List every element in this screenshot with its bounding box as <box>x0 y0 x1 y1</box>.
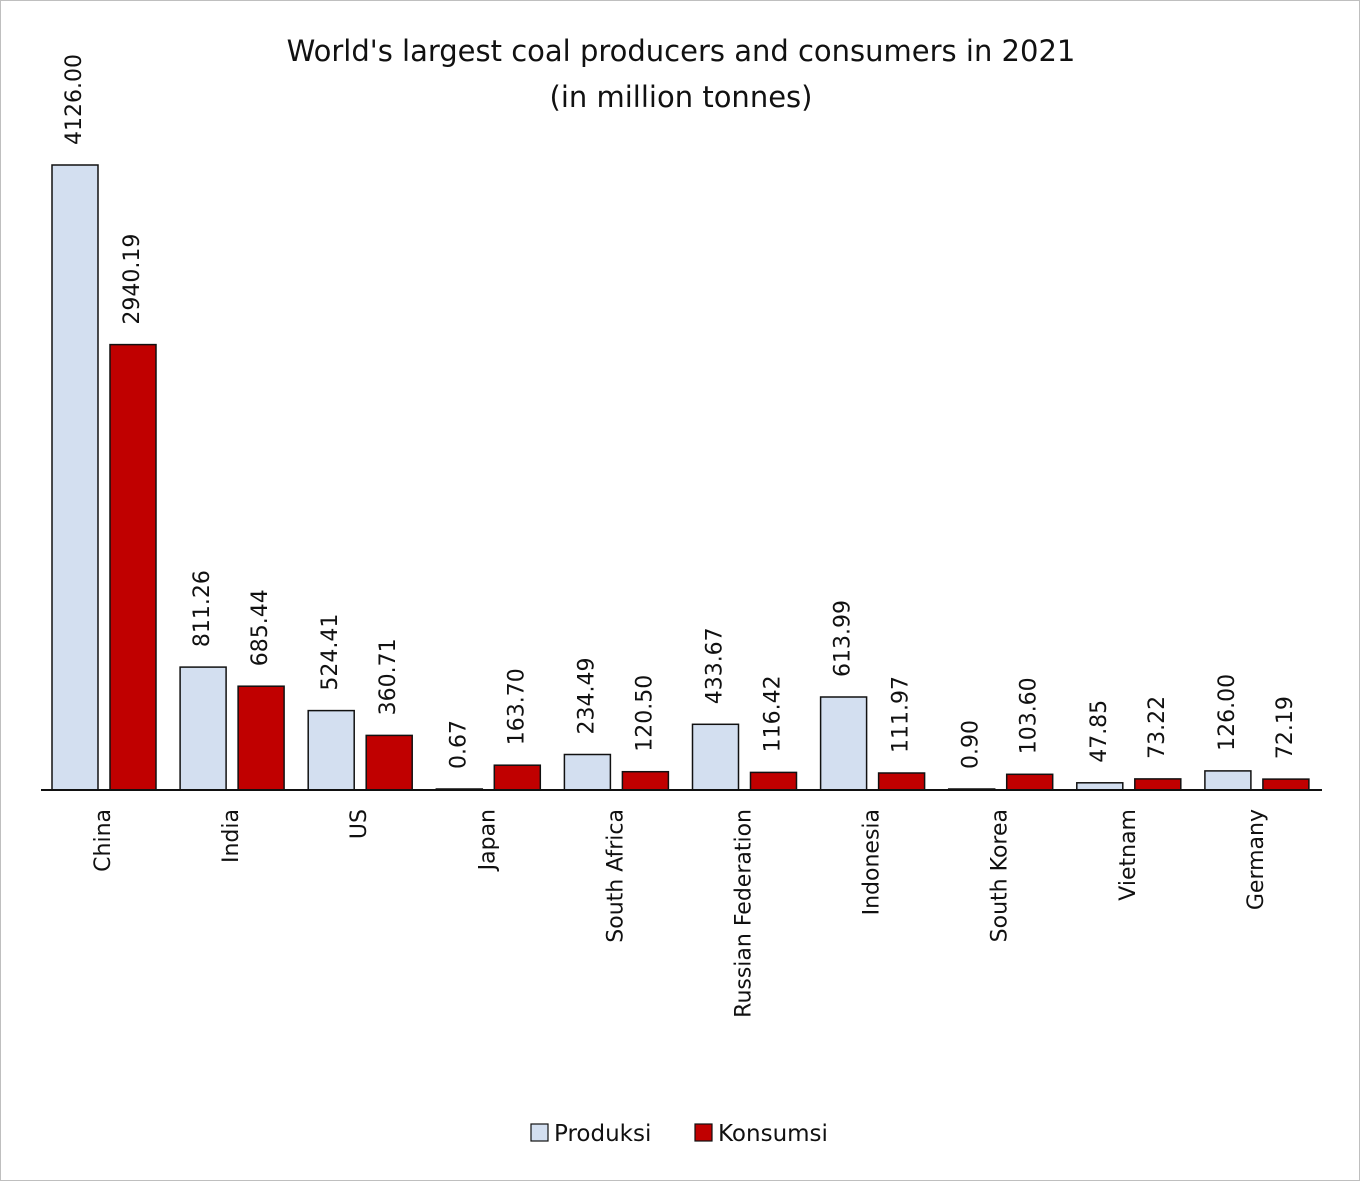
legend-label-konsumsi: Konsumsi <box>718 1121 828 1147</box>
category-label-indonesia: Indonesia <box>860 809 885 915</box>
chart-title: World's largest coal producers and consu… <box>287 34 1076 68</box>
bar-produksi-south-africa <box>563 753 612 791</box>
category-label-vietnam: Vietnam <box>1116 809 1141 901</box>
legend-swatch-produksi <box>530 1123 549 1142</box>
bar-produksi-us <box>307 709 355 791</box>
category-label-south-africa: South Africa <box>603 809 628 943</box>
category-label-china: China <box>91 809 116 872</box>
data-label-konsumsi-indonesia: 111.97 <box>889 676 914 753</box>
category-label-japan: Japan <box>475 809 500 872</box>
data-label-produksi-india: 811.26 <box>190 570 215 647</box>
category-label-germany: Germany <box>1244 809 1269 910</box>
data-label-produksi-south-africa: 234.49 <box>574 658 599 735</box>
data-label-konsumsi-germany: 72.19 <box>1273 696 1298 759</box>
data-label-produksi-russian-federation: 433.67 <box>703 627 728 704</box>
bar-produksi-indonesia <box>819 696 868 791</box>
bar-konsumsi-south-africa <box>621 770 670 791</box>
bar-produksi-india <box>179 666 227 791</box>
chart-subtitle: (in million tonnes) <box>550 80 813 114</box>
bar-produksi-russian-federation <box>691 723 740 791</box>
legend: Produksi Konsumsi <box>530 1121 828 1147</box>
data-label-konsumsi-south-africa: 120.50 <box>632 675 657 752</box>
bar-produksi-germany <box>1204 770 1252 791</box>
data-label-konsumsi-vietnam: 73.22 <box>1145 696 1170 759</box>
data-label-konsumsi-russian-federation: 116.42 <box>761 675 786 752</box>
data-label-konsumsi-china: 2940.19 <box>120 234 145 325</box>
bar-konsumsi-south-korea <box>1005 773 1054 791</box>
bar-konsumsi-germany <box>1262 778 1310 791</box>
bars-group: 4126.00 2940.19 China 811.26 685.44 India 524.… <box>51 54 1310 1018</box>
category-label-russian-federation: Russian Federation <box>732 809 757 1018</box>
category-label-india: India <box>219 809 244 863</box>
data-label-konsumsi-india: 685.44 <box>248 589 273 666</box>
bar-konsumsi-us <box>365 734 413 791</box>
data-label-produksi-us: 524.41 <box>318 614 343 691</box>
bar-konsumsi-russian-federation <box>749 771 798 791</box>
data-label-konsumsi-south-korea: 103.60 <box>1017 677 1042 754</box>
legend-label-produksi: Produksi <box>554 1121 651 1147</box>
data-label-produksi-japan: 0.67 <box>446 720 471 769</box>
bar-produksi-china <box>51 164 99 791</box>
bar-konsumsi-india <box>237 685 285 791</box>
data-label-produksi-indonesia: 613.99 <box>831 600 856 677</box>
bar-konsumsi-japan <box>493 764 542 791</box>
category-label-us: US <box>347 809 372 839</box>
bar-produksi-vietnam <box>1076 782 1124 791</box>
data-label-produksi-vietnam: 47.85 <box>1087 700 1112 763</box>
data-label-konsumsi-japan: 163.70 <box>504 668 529 745</box>
data-label-konsumsi-us: 360.71 <box>376 638 401 715</box>
bar-konsumsi-indonesia <box>877 772 926 791</box>
category-label-south-korea: South Korea <box>988 809 1013 942</box>
bar-konsumsi-china <box>109 343 157 791</box>
legend-swatch-konsumsi <box>694 1123 713 1142</box>
bar-konsumsi-vietnam <box>1134 778 1182 791</box>
data-label-produksi-germany: 126.00 <box>1215 674 1240 751</box>
data-label-produksi-china: 4126.00 <box>62 54 87 145</box>
data-label-produksi-south-korea: 0.90 <box>959 720 984 769</box>
